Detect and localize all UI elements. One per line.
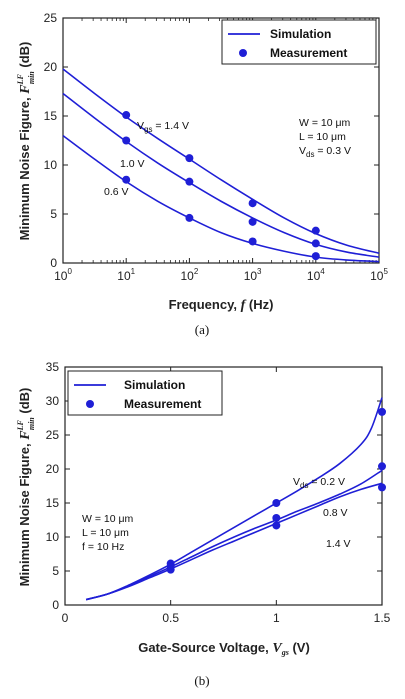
chart-b-meas-point-2-1 — [272, 521, 281, 530]
chart-a-series-label-1p4: Vgs = 1.4 V — [137, 120, 189, 134]
chart-a-legend-box — [221, 19, 377, 65]
chart-a-meas-points — [122, 111, 320, 261]
chart-a-meas-point-0-1 — [185, 154, 194, 163]
chart-a-x-tick-label: 104 — [307, 267, 325, 283]
chart-b-y-tick-label: 35 — [46, 360, 60, 374]
chart-a-meas-point-1-0 — [122, 136, 131, 145]
chart-a-y-axis-label: Minimum Noise Figure, FLF min (dB) — [16, 42, 36, 241]
chart-a-meas-point-0-0 — [122, 111, 131, 120]
chart-a-legend: Simulation Measurement — [221, 19, 377, 65]
chart-b-x-tick-label: 1 — [273, 611, 280, 625]
chart-b-meas-point-2-2 — [378, 483, 386, 492]
chart-a-meas-point-2-0 — [122, 175, 131, 184]
chart-a-sim-line-0 — [62, 68, 380, 254]
chart-a-y-tick-label: 15 — [44, 109, 58, 123]
chart-a: 0 5 10 15 20 25 100 101 102 103 104 105 Simulation… — [16, 11, 388, 337]
chart-b-condition-w: W = 10 μm — [82, 513, 134, 525]
chart-b-series-label-1p4: 1.4 V — [326, 538, 351, 550]
chart-a-meas-point-1-1 — [185, 177, 194, 186]
chart-b-series-label-0p8: 0.8 V — [323, 507, 348, 519]
chart-a-condition-w: W = 10 μm — [299, 117, 351, 129]
chart-b-y-tick-label: 0 — [52, 598, 59, 612]
chart-a-meas-point-1-2 — [248, 217, 257, 226]
chart-b-meas-point-2-0 — [166, 565, 175, 574]
chart-a-x-tick-label: 101 — [117, 267, 135, 283]
chart-a-condition-vds: Vds = 0.3 V — [299, 145, 351, 159]
chart-b-y-tick-label: 25 — [46, 428, 60, 442]
chart-a-series-label-1p0: 1.0 V — [120, 158, 145, 170]
chart-b-legend-meas-label: Measurement — [124, 397, 201, 411]
chart-a-x-tick-label: 103 — [244, 267, 262, 283]
chart-b-legend-marker-sample — [86, 400, 94, 408]
chart-a-x-tick-label: 102 — [180, 267, 198, 283]
chart-b-y-ticks: 0 5 10 15 20 25 30 35 — [46, 360, 382, 612]
chart-a-y-tick-label: 5 — [50, 207, 57, 221]
chart-a-meas-point-0-2 — [248, 199, 257, 208]
chart-a-caption: (a) — [195, 322, 209, 337]
chart-b-meas-point-0-2 — [378, 407, 386, 416]
chart-a-conditions: W = 10 μm L = 10 μm Vds = 0.3 V — [299, 117, 351, 159]
chart-b-meas-point-0-1 — [272, 499, 281, 507]
chart-b: 0 5 10 15 20 25 30 35 0 0.5 1 1.5 Simulation Measu… — [16, 360, 391, 688]
chart-b-meas-point-1-1 — [272, 513, 281, 522]
chart-b-meas-points — [166, 407, 386, 574]
chart-a-condition-l: L = 10 μm — [299, 131, 346, 143]
chart-a-legend-sim-label: Simulation — [270, 27, 331, 41]
chart-a-x-tick-label: 105 — [370, 267, 388, 283]
chart-b-y-tick-label: 30 — [46, 394, 60, 408]
chart-a-y-tick-label: 20 — [44, 60, 58, 74]
chart-a-legend-marker-sample — [239, 49, 247, 57]
chart-b-y-axis-label: Minimum Noise Figure, FLF min (dB) — [16, 388, 36, 587]
chart-b-x-ticks: 0 0.5 1 1.5 — [62, 367, 391, 625]
chart-a-plot-frame — [62, 17, 380, 264]
chart-a-meas-point-2-2 — [248, 237, 257, 246]
chart-a-y-ticks: 0 5 10 15 20 25 — [44, 11, 379, 270]
chart-a-meas-point-0-3 — [311, 226, 320, 235]
chart-b-condition-l: L = 10 μm — [82, 527, 129, 539]
chart-b-y-tick-label: 20 — [46, 462, 60, 476]
chart-b-legend-box — [67, 370, 223, 416]
chart-a-series-label-0p6: 0.6 V — [104, 186, 129, 198]
chart-a-y-tick-label: 25 — [44, 11, 58, 25]
chart-b-meas-point-1-2 — [378, 462, 386, 471]
chart-a-y-tick-label: 0 — [50, 256, 57, 270]
chart-b-x-tick-label: 1.5 — [374, 611, 391, 625]
chart-a-x-tick-label: 100 — [54, 267, 72, 283]
chart-b-y-tick-label: 5 — [52, 564, 59, 578]
chart-a-x-axis-label: Frequency, f (Hz) — [169, 297, 274, 313]
chart-b-sim-line-1 — [85, 469, 383, 601]
chart-b-y-tick-label: 10 — [46, 530, 60, 544]
chart-b-series-label-0p2: Vds = 0.2 V — [293, 476, 345, 490]
chart-a-sim-line-1 — [62, 92, 380, 258]
chart-a-y-tick-label: 10 — [44, 158, 58, 172]
chart-b-sim-line-0 — [85, 397, 383, 601]
chart-b-y-tick-label: 15 — [46, 496, 60, 510]
chart-a-sim-lines — [62, 68, 380, 263]
chart-a-sim-line-2 — [62, 134, 380, 263]
chart-b-x-axis-label: Gate-Source Voltage, Vgs (V) — [138, 640, 310, 657]
chart-b-conditions: W = 10 μm L = 10 μm f = 10 Hz — [82, 513, 134, 553]
chart-b-legend-sim-label: Simulation — [124, 378, 185, 392]
chart-b-sim-line-2 — [85, 482, 383, 601]
chart-b-condition-f: f = 10 Hz — [82, 541, 124, 553]
chart-a-legend-meas-label: Measurement — [270, 46, 347, 60]
chart-a-meas-point-1-3 — [311, 239, 320, 248]
chart-b-sim-lines — [85, 397, 383, 601]
chart-a-meas-point-2-3 — [311, 252, 320, 261]
chart-b-legend: Simulation Measurement — [67, 370, 223, 416]
chart-b-x-tick-label: 0.5 — [162, 611, 179, 625]
chart-b-caption: (b) — [194, 673, 209, 688]
chart-b-x-tick-label: 0 — [62, 611, 69, 625]
chart-a-meas-point-2-1 — [185, 213, 194, 222]
